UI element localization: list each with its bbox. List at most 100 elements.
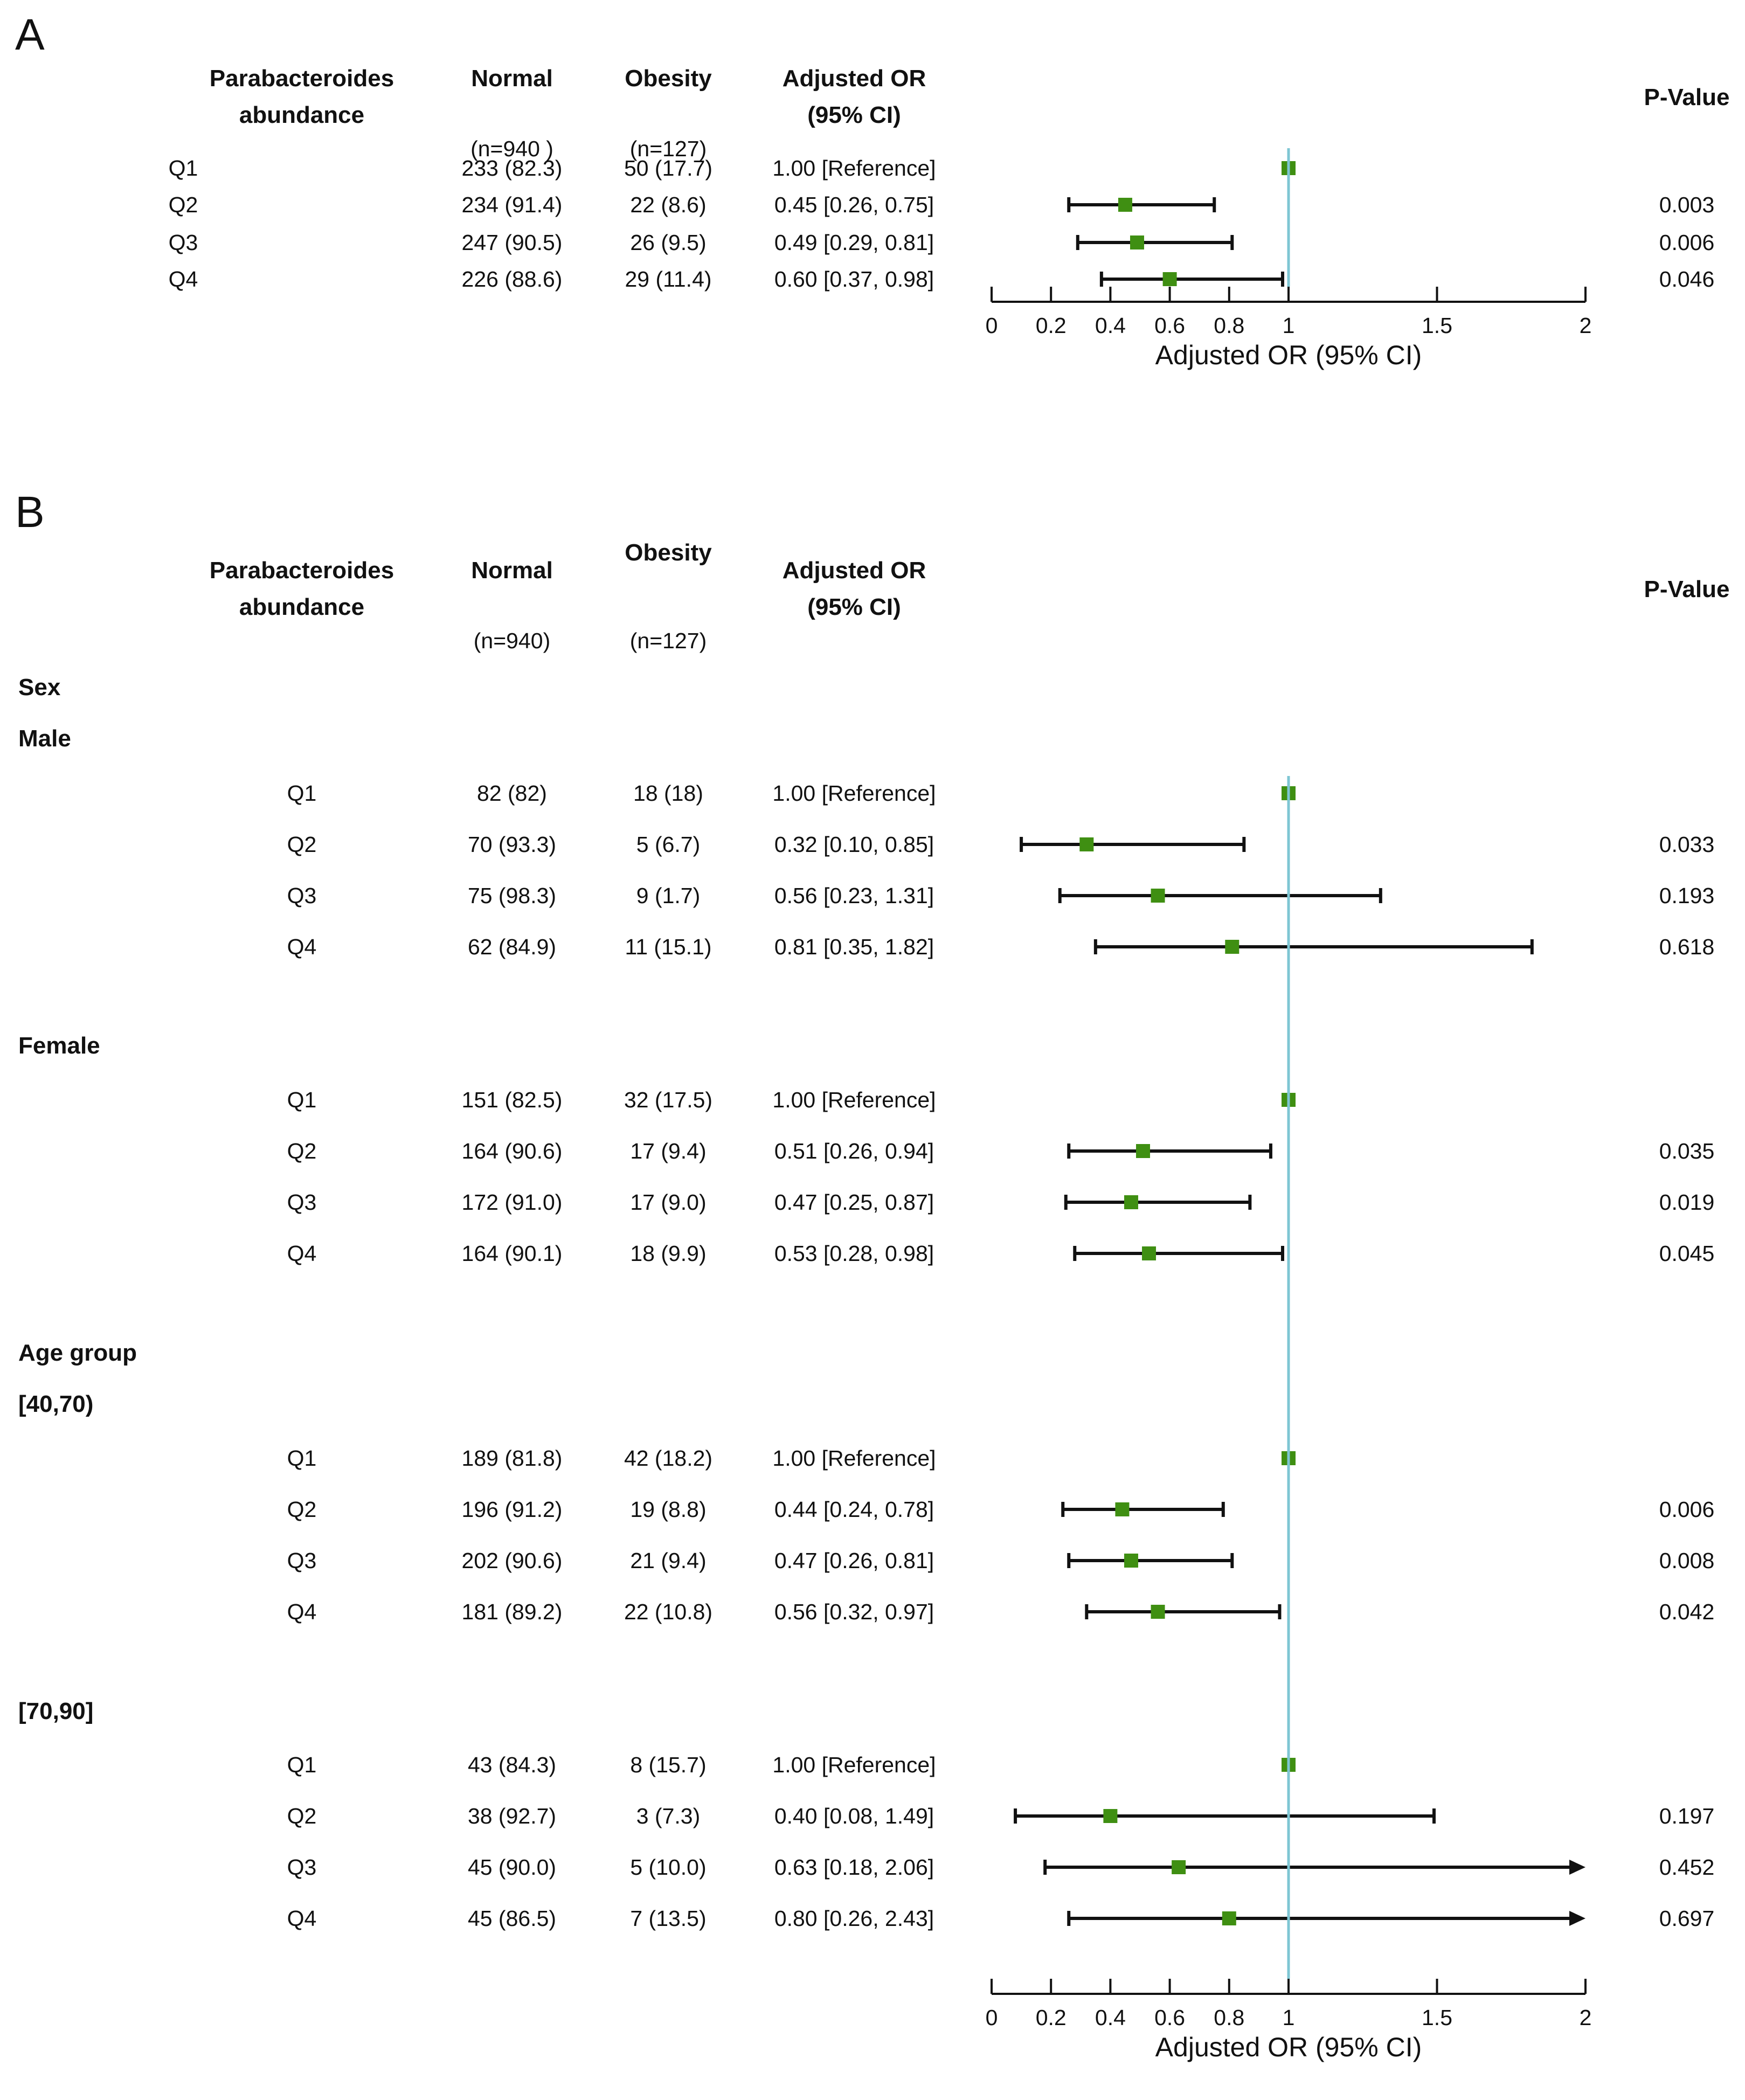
row-obesity-value: 9 (1.7) xyxy=(636,883,701,908)
panel-label-a: A xyxy=(15,10,45,59)
subgroup-title: Male xyxy=(18,725,71,752)
x-tick-label: 0.2 xyxy=(1036,313,1067,338)
row-label-q2: Q2 xyxy=(287,832,317,857)
or-point-marker xyxy=(1172,1860,1186,1874)
row-p-value: 0.042 xyxy=(1659,1599,1715,1624)
row-obesity-value: 11 (15.1) xyxy=(625,934,711,959)
row-obesity-value: 18 (9.9) xyxy=(630,1241,706,1266)
row-adjusted-or-text: 1.00 [Reference] xyxy=(772,1752,936,1777)
row-p-value: 0.003 xyxy=(1659,192,1715,217)
ci-arrow xyxy=(1569,1860,1585,1875)
row-label-q1: Q1 xyxy=(287,781,317,806)
x-tick-label: 1 xyxy=(1283,313,1295,338)
x-tick-label: 0.4 xyxy=(1095,2005,1126,2030)
row-adjusted-or-text: 0.45 [0.26, 0.75] xyxy=(774,192,934,217)
row-normal-value: 75 (98.3) xyxy=(468,883,556,908)
header-normal-n: (n=940 ) xyxy=(470,136,553,161)
header-group-line-1: Parabacteroides xyxy=(210,557,394,584)
header-obesity-n: (n=127) xyxy=(630,136,707,161)
or-point-marker xyxy=(1222,1911,1236,1925)
row-normal-value: 45 (90.0) xyxy=(468,1855,556,1880)
header-adjusted-or-line-1: Adjusted OR xyxy=(783,65,926,92)
or-point-marker xyxy=(1162,272,1177,286)
row-obesity-value: 22 (8.6) xyxy=(630,192,706,217)
row-normal-value: 202 (90.6) xyxy=(462,1548,563,1573)
row-normal-value: 62 (84.9) xyxy=(468,934,556,959)
x-axis-title: Adjusted OR (95% CI) xyxy=(1155,2032,1422,2062)
row-normal-value: 189 (81.8) xyxy=(462,1446,563,1471)
row-p-value: 0.697 xyxy=(1659,1906,1715,1931)
row-adjusted-or-text: 0.63 [0.18, 2.06] xyxy=(774,1855,934,1880)
or-point-marker xyxy=(1124,1195,1138,1209)
row-obesity-value: 5 (10.0) xyxy=(630,1855,706,1880)
x-tick-label: 0.8 xyxy=(1214,313,1244,338)
row-normal-value: 82 (82) xyxy=(477,781,547,806)
subgroup-title: [70,90] xyxy=(18,1698,93,1724)
row-adjusted-or-text: 1.00 [Reference] xyxy=(772,1446,936,1471)
row-adjusted-or-text: 1.00 [Reference] xyxy=(772,781,936,806)
row-normal-value: 247 (90.5) xyxy=(462,230,563,255)
row-obesity-value: 42 (18.2) xyxy=(624,1446,712,1471)
row-p-value: 0.618 xyxy=(1659,934,1715,959)
row-p-value: 0.045 xyxy=(1659,1241,1715,1266)
header-obesity: Obesity xyxy=(625,65,712,92)
x-tick-label: 1 xyxy=(1283,2005,1295,2030)
row-adjusted-or-text: 0.51 [0.26, 0.94] xyxy=(774,1139,934,1163)
row-label-q1: Q1 xyxy=(287,1752,317,1777)
header-normal: Normal xyxy=(471,557,553,584)
row-normal-value: 151 (82.5) xyxy=(462,1087,563,1112)
row-p-value: 0.019 xyxy=(1659,1190,1715,1215)
row-normal-value: 70 (93.3) xyxy=(468,832,556,857)
row-label-q3: Q3 xyxy=(287,1190,317,1215)
row-label-q2: Q2 xyxy=(169,192,198,217)
header-group-line-2: abundance xyxy=(239,594,364,620)
row-normal-value: 164 (90.6) xyxy=(462,1139,563,1163)
or-point-marker xyxy=(1130,235,1144,249)
section-title: Age group xyxy=(18,1340,137,1366)
row-label-q3: Q3 xyxy=(287,1548,317,1573)
header-adjusted-or-line-2: (95% CI) xyxy=(807,102,901,128)
or-point-marker xyxy=(1118,198,1132,212)
row-p-value: 0.035 xyxy=(1659,1139,1715,1163)
row-normal-value: 45 (86.5) xyxy=(468,1906,556,1931)
ci-arrow xyxy=(1569,1911,1585,1926)
or-point-marker xyxy=(1225,940,1239,954)
x-tick-label: 1.5 xyxy=(1422,2005,1452,2030)
or-point-marker xyxy=(1103,1809,1118,1823)
x-tick-label: 0 xyxy=(986,2005,998,2030)
x-tick-label: 0 xyxy=(986,313,998,338)
row-label-q4: Q4 xyxy=(287,1599,317,1624)
x-axis-title: Adjusted OR (95% CI) xyxy=(1155,340,1422,370)
x-tick-label: 2 xyxy=(1580,2005,1592,2030)
header-obesity: Obesity xyxy=(625,539,712,566)
row-obesity-value: 18 (18) xyxy=(633,781,703,806)
panel-label-b: B xyxy=(15,488,45,537)
row-p-value: 0.193 xyxy=(1659,883,1715,908)
row-adjusted-or-text: 1.00 [Reference] xyxy=(772,156,936,181)
row-obesity-value: 17 (9.0) xyxy=(630,1190,706,1215)
row-obesity-value: 8 (15.7) xyxy=(630,1752,706,1777)
row-p-value: 0.006 xyxy=(1659,1497,1715,1522)
row-obesity-value: 7 (13.5) xyxy=(630,1906,706,1931)
x-tick-label: 0.2 xyxy=(1036,2005,1067,2030)
header-normal: Normal xyxy=(471,65,553,92)
header-p-value: P-Value xyxy=(1644,576,1730,602)
row-label-q2: Q2 xyxy=(287,1139,317,1163)
row-normal-value: 172 (91.0) xyxy=(462,1190,563,1215)
row-adjusted-or-text: 1.00 [Reference] xyxy=(772,1087,936,1112)
x-tick-label: 2 xyxy=(1580,313,1592,338)
or-point-marker xyxy=(1115,1502,1130,1516)
x-tick-label: 1.5 xyxy=(1422,313,1452,338)
subgroup-title: [40,70) xyxy=(18,1391,93,1417)
row-label-q3: Q3 xyxy=(169,230,198,255)
row-adjusted-or-text: 0.53 [0.28, 0.98] xyxy=(774,1241,934,1266)
row-obesity-value: 26 (9.5) xyxy=(630,230,706,255)
row-label-q4: Q4 xyxy=(287,1241,317,1266)
section-title: Sex xyxy=(18,674,61,701)
row-p-value: 0.008 xyxy=(1659,1548,1715,1573)
header-group-line-1: Parabacteroides xyxy=(210,65,394,92)
row-normal-value: 233 (82.3) xyxy=(462,156,563,181)
row-normal-value: 234 (91.4) xyxy=(462,192,563,217)
x-tick-label: 0.6 xyxy=(1154,2005,1185,2030)
or-point-marker xyxy=(1136,1144,1151,1158)
